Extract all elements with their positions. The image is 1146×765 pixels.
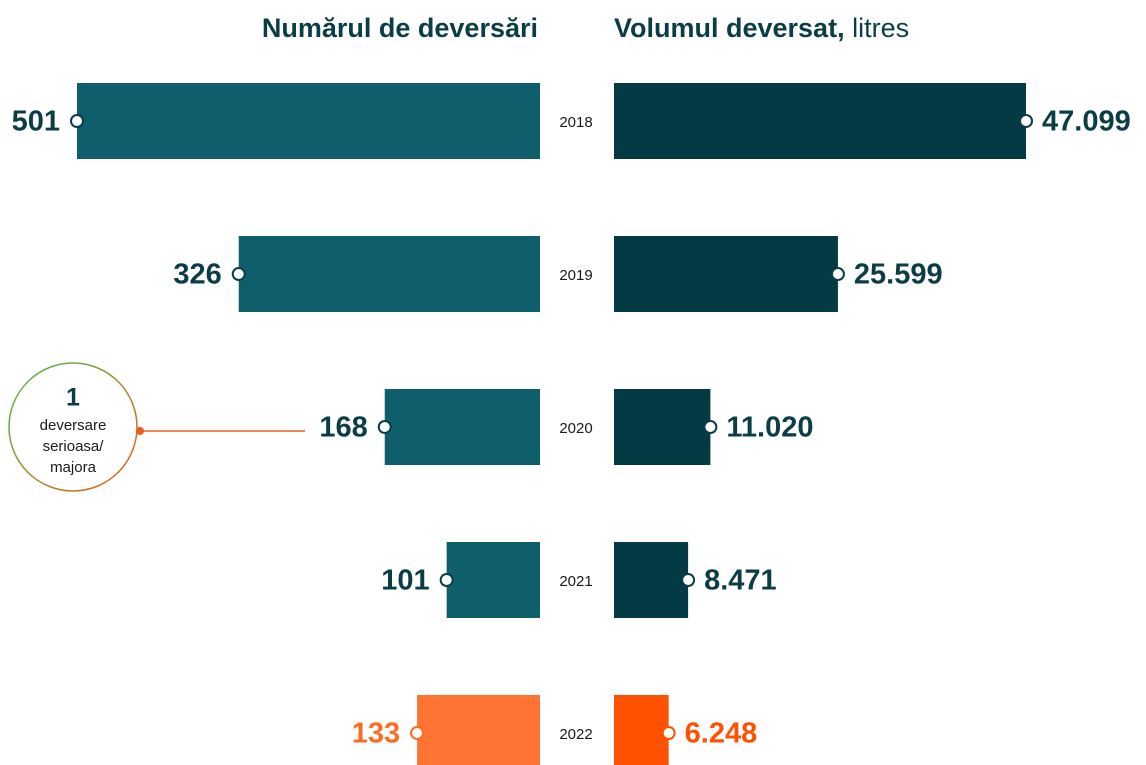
annotation-text: deversare (40, 417, 107, 434)
right-bar (614, 236, 838, 312)
annotation-text: majora (50, 459, 97, 476)
year-label: 2021 (559, 573, 592, 590)
right-title-main: Volumul deversat, (614, 13, 845, 43)
left-value-label: 168 (319, 412, 367, 444)
left-title: Numărul de deversări (262, 13, 538, 43)
right-dot (681, 573, 696, 587)
left-bar (238, 236, 540, 312)
left-bar (77, 83, 540, 159)
right-bar (614, 389, 711, 465)
year-label: 2020 (559, 420, 592, 437)
year-label: 2022 (559, 726, 592, 743)
right-value-label: 47.099 (1042, 106, 1131, 138)
left-dot (70, 114, 84, 128)
left-value-label: 101 (381, 565, 429, 597)
year-label: 2018 (559, 114, 592, 131)
left-dot (410, 726, 425, 740)
right-value-label: 6.248 (685, 718, 758, 750)
right-value-label: 11.020 (726, 412, 813, 444)
left-dot (231, 267, 246, 281)
right-title: Volumul deversat, litres (614, 13, 909, 43)
left-value-label: 326 (173, 259, 221, 291)
annotation-number: 1 (66, 384, 80, 412)
right-dot (1019, 114, 1033, 128)
right-dot (661, 726, 676, 740)
annotation-text: serioasa/ (43, 438, 105, 455)
right-value-label: 25.599 (854, 259, 943, 291)
right-dot (703, 420, 718, 434)
right-bar (614, 542, 689, 618)
left-value-label: 133 (352, 718, 400, 750)
right-bar (614, 695, 669, 765)
left-bar (446, 542, 540, 618)
annotation-ring (8, 362, 138, 492)
year-label: 2019 (559, 267, 592, 284)
annotation-dot (136, 427, 144, 435)
right-title-unit: litres (852, 13, 909, 43)
right-bar (614, 83, 1026, 159)
left-bar (384, 389, 540, 465)
right-dot (830, 267, 845, 281)
left-value-label: 501 (12, 106, 60, 138)
left-dot (439, 573, 454, 587)
left-bar (417, 695, 540, 765)
left-dot (377, 420, 392, 434)
right-value-label: 8.471 (704, 565, 777, 597)
